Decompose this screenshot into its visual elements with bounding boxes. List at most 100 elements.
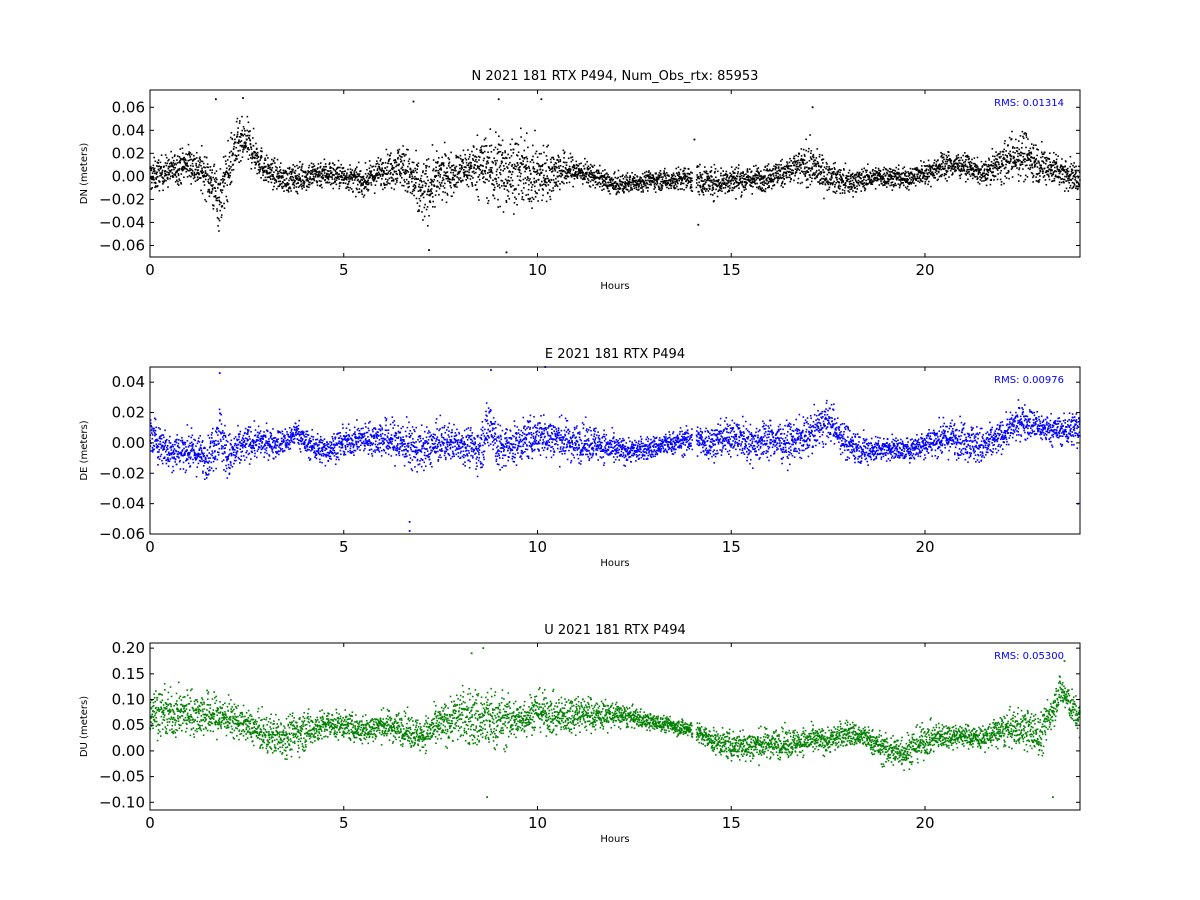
data-point: [162, 166, 165, 168]
data-point: [355, 171, 358, 174]
data-point: [200, 171, 203, 174]
data-point: [897, 168, 900, 170]
data-point: [992, 165, 995, 167]
data-point: [773, 183, 776, 186]
data-point: [760, 188, 763, 191]
data-point: [492, 179, 494, 182]
data-point: [446, 177, 449, 180]
data-point: [828, 165, 830, 168]
data-point: [546, 159, 548, 161]
data-point: [216, 199, 219, 202]
data-point: [423, 190, 426, 193]
data-point: [966, 165, 968, 168]
data-point: [615, 188, 617, 191]
data-point: [486, 172, 489, 174]
data-point: [942, 156, 945, 159]
data-point: [183, 156, 186, 159]
data-point: [386, 179, 389, 181]
data-point: [178, 161, 180, 164]
data-point: [735, 166, 738, 169]
data-point: [300, 183, 303, 186]
data-point: [512, 148, 515, 151]
data-point: [894, 176, 896, 178]
data-point: [995, 167, 998, 170]
data-point: [901, 172, 904, 175]
data-point: [705, 170, 708, 173]
data-point: [990, 160, 993, 163]
data-point: [699, 186, 702, 189]
data-point: [432, 206, 434, 208]
data-point: [532, 155, 534, 158]
data-point: [974, 165, 976, 168]
data-point: [873, 173, 876, 175]
data-point: [634, 173, 636, 176]
data-point: [442, 163, 445, 166]
data-point: [443, 171, 446, 173]
data-point: [817, 181, 819, 183]
data-point: [943, 158, 945, 161]
data-point: [982, 175, 985, 178]
data-point: [381, 173, 383, 176]
data-point: [290, 170, 293, 173]
data-point: [561, 173, 564, 176]
data-point: [363, 187, 366, 189]
data-point: [939, 174, 942, 177]
data-point: [504, 178, 507, 181]
data-point: [761, 187, 764, 189]
data-point: [214, 196, 217, 198]
data-point: [701, 177, 703, 179]
data-point: [729, 180, 732, 183]
data-point: [954, 169, 956, 171]
data-point: [181, 147, 184, 150]
data-point: [266, 171, 269, 173]
data-point: [281, 172, 283, 174]
data-point: [707, 175, 710, 177]
data-point: [743, 174, 746, 176]
data-point: [218, 203, 221, 206]
data-point: [927, 159, 930, 162]
data-point: [731, 177, 734, 179]
data-point: [299, 161, 301, 163]
data-point: [307, 170, 309, 172]
data-point: [659, 187, 661, 190]
data-point: [900, 177, 902, 180]
data-point: [1030, 152, 1033, 155]
data-point: [701, 190, 703, 193]
data-point: [365, 176, 368, 179]
data-point: [749, 179, 751, 182]
data-point: [690, 186, 693, 189]
data-point: [1018, 180, 1020, 182]
data-point: [558, 169, 561, 172]
data-point: [627, 183, 629, 185]
data-point: [166, 171, 168, 173]
data-point: [799, 182, 802, 185]
data-point: [396, 179, 398, 182]
data-point: [782, 167, 785, 170]
data-point: [511, 165, 513, 167]
data-point: [564, 161, 566, 164]
data-point: [619, 183, 621, 185]
data-point: [854, 186, 857, 189]
data-point: [643, 181, 646, 183]
data-point: [842, 181, 845, 183]
data-point: [785, 176, 788, 179]
data-point: [974, 162, 976, 165]
data-point: [733, 187, 735, 189]
data-point: [299, 177, 301, 179]
data-point: [576, 177, 579, 180]
data-point: [241, 115, 243, 118]
data-point: [753, 181, 756, 183]
data-point: [262, 171, 264, 174]
data-point: [367, 172, 370, 175]
data-point: [1042, 160, 1044, 163]
data-point: [380, 169, 383, 171]
data-point: [345, 175, 347, 178]
data-point: [770, 174, 773, 176]
data-point: [653, 185, 656, 187]
data-point: [966, 172, 968, 175]
data-point: [234, 159, 237, 162]
data-point: [425, 159, 428, 161]
data-point: [649, 172, 652, 174]
data-point: [205, 156, 208, 159]
data-point: [278, 185, 280, 188]
